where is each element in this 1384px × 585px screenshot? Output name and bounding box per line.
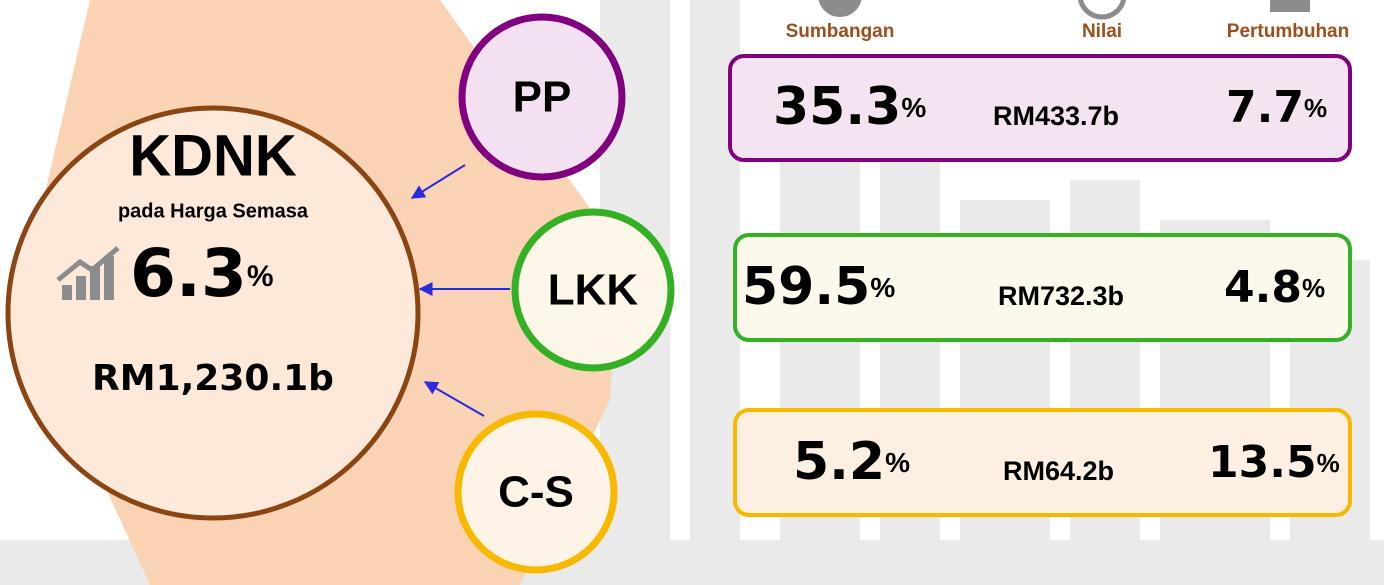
share-value: 5.2 (793, 432, 885, 492)
unit: % (901, 92, 926, 123)
main-subtitle: pada Harga Semasa (118, 200, 309, 222)
unit: % (1317, 448, 1340, 478)
growth-value: 6.3 (130, 235, 247, 312)
value: RM732.3b (998, 281, 1124, 311)
unit: % (1304, 93, 1327, 123)
icon (1080, 0, 1124, 17)
unit: % (885, 447, 910, 478)
value: RM433.7b (993, 101, 1119, 131)
icon (818, 0, 862, 17)
main-title: KDNK (129, 123, 297, 188)
infographic: Sumbangan Nilai Pertumbuhan KDNK pada Ha… (0, 0, 1384, 585)
value: RM64.2b (1003, 456, 1114, 486)
growth-value: 7.7 (1226, 82, 1304, 133)
header-label: Nilai (1082, 21, 1122, 42)
unit: % (247, 260, 274, 293)
sector-label: PP (513, 73, 572, 122)
sector-label: LKK (548, 266, 639, 315)
main-value: RM1,230.1b (92, 358, 334, 399)
sector-label: C-S (498, 468, 574, 517)
page: {"header": {"labels": ["Sumbangan", "Nil… (0, 0, 1384, 585)
icon (1270, 0, 1310, 12)
growth-value: 4.8 (1224, 262, 1302, 313)
unit: % (870, 272, 895, 303)
share-value: 35.3 (773, 77, 901, 137)
share-value: 59.5 (742, 257, 870, 317)
header-label: Pertumbuhan (1227, 21, 1349, 42)
header-label: Sumbangan (786, 21, 895, 42)
unit: % (1302, 273, 1325, 303)
growth-value: 13.5 (1208, 437, 1317, 488)
